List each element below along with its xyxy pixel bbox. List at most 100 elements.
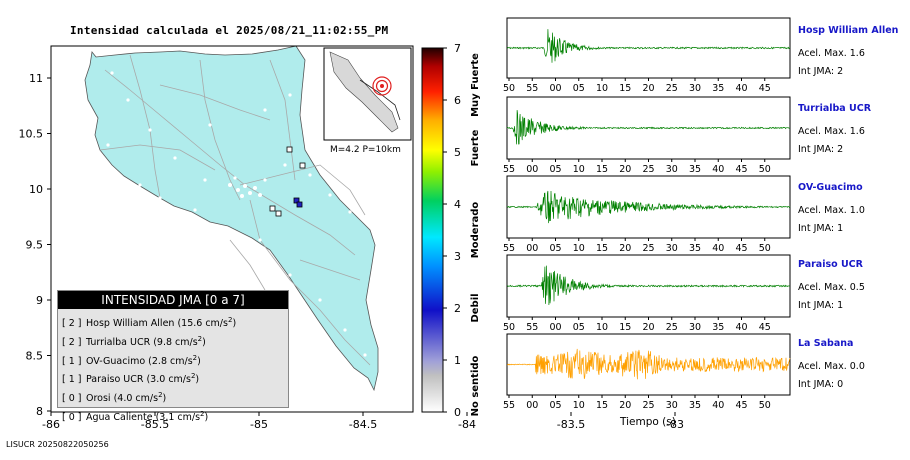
waveform-tick-label: 25: [642, 400, 654, 411]
waveform-panel-1: 55 00 05 10 15 20 25 30 35 40 45 50: [503, 96, 791, 175]
costa-rica-land: [84, 46, 379, 392]
legend-item-sup: 2: [227, 316, 233, 324]
legend-item: [ 0 ] Agua Caliente (3.1 cm/s2): [58, 407, 288, 426]
waveform-tick-label: 40: [712, 243, 724, 254]
map-y-tick-label: 10: [29, 183, 43, 196]
waveform-tick-label: 20: [619, 243, 631, 254]
legend-item-sup: 2: [190, 372, 196, 381]
scale-tick-label: 6: [454, 94, 461, 107]
scale-tick-label: 2: [454, 302, 461, 315]
waveform-tick-label: 00: [526, 400, 538, 411]
legend-item-label: Hosp William Allen (15.6 cm/s: [86, 318, 228, 330]
waveform-tick-label: 15: [619, 83, 631, 94]
waveform-tick-label: 45: [735, 400, 747, 411]
waveform-tick-label: 15: [619, 322, 631, 333]
epicenter-icon: [372, 76, 392, 96]
waveform-tick-label: 25: [666, 322, 678, 333]
waveform-tick-label: 30: [689, 322, 701, 333]
station-acel-0: Acel. Max. 1.6: [798, 48, 865, 59]
legend-item: [ 2 ] Hosp William Allen (15.6 cm/s2): [58, 313, 288, 332]
waveform-tick-label: 55: [503, 400, 515, 411]
waveform-tick-label: 35: [712, 83, 724, 94]
legend-item-intensity: [ 1 ]: [62, 374, 82, 386]
waveform-tick-label: 00: [549, 322, 561, 333]
station-name-3: Paraiso UCR: [798, 259, 863, 270]
intensity-legend: INTENSIDAD JMA [0 a 7] [ 2 ] Hosp William…: [57, 290, 289, 423]
station-name-0: Hosp William Allen: [798, 25, 899, 36]
waveform-tick-label: 35: [712, 322, 724, 333]
scale-tick-label: 1: [454, 354, 461, 367]
waveform-panel-3: 50 55 00 05 10 15 20 25 30 35 40 45: [503, 254, 791, 333]
legend-item: [ 1 ] Paraiso UCR (3.0 cm/s2): [58, 369, 288, 388]
map-y-tick-label: 9: [36, 294, 43, 307]
scale-category-label: Muy Fuerte: [470, 53, 481, 117]
station-name-2: OV-Guacimo: [798, 182, 863, 193]
waveform-tick-label: 50: [759, 243, 771, 254]
waveform-tick-label: 35: [689, 243, 701, 254]
time-axis-label: Tiempo (s): [620, 416, 676, 428]
chart-title: Intensidad calculada el 2025/08/21_11:02…: [70, 24, 389, 37]
map-x-tick-label: -83.5: [557, 418, 585, 431]
station-int-4: Int JMA: 0: [798, 379, 844, 390]
station-acel-1: Acel. Max. 1.6: [798, 126, 865, 137]
map-x-tick-label: -85.5: [141, 418, 169, 431]
legend-item-intensity: [ 0 ]: [62, 393, 82, 405]
waveform-tick-label: 10: [596, 83, 608, 94]
waveform-tick-label: 10: [596, 322, 608, 333]
waveform-panel-4: 55 00 05 10 15 20 25 30 35 40 45 50: [503, 333, 791, 411]
map-x-tick-label: -84: [458, 418, 476, 431]
waveform-tick-label: 40: [712, 400, 724, 411]
scale-category-label: Fuerte: [470, 129, 481, 166]
road-network: [99, 54, 371, 366]
legend-item: [ 1 ] OV-Guacimo (2.8 cm/s2): [58, 351, 288, 370]
waveform-tick-label: 55: [526, 83, 538, 94]
map-x-axis: -86 -85.5 -85 -84.5 -84 -83.5 -83: [42, 412, 684, 431]
waveform-tick-label: 20: [619, 400, 631, 411]
legend-item-intensity: [ 0 ]: [62, 411, 82, 423]
legend-item-label: Agua Caliente (3.1 cm/s: [86, 411, 201, 423]
station-markers: [269, 146, 306, 217]
map-x-tick-label: -83: [666, 418, 684, 431]
legend-item-label: OV-Guacimo (2.8 cm/s: [86, 355, 193, 367]
color-bar: [421, 47, 444, 413]
waveform-trace: [506, 190, 791, 224]
scale-category-label: No sentido: [470, 355, 481, 416]
scale-tick-label: 7: [454, 42, 461, 55]
map-y-tick-label: 8.5: [26, 350, 44, 363]
legend-item-sup: 2: [192, 353, 198, 362]
waveform-tick-label: 20: [619, 164, 631, 175]
waveform-tick-label: 05: [549, 164, 561, 175]
legend-item: [ 0 ] Orosi (4.0 cm/s2): [58, 388, 288, 407]
map-x-tick-label: -85: [250, 418, 268, 431]
legend-item-label: Turrialba UCR (9.8 cm/s: [86, 336, 198, 348]
waveform-tick-label: 35: [689, 400, 701, 411]
waveform-tick-label: 45: [759, 322, 771, 333]
waveform-tick-label: 30: [666, 164, 678, 175]
waveform-tick-label: 25: [666, 83, 678, 94]
waveform-panel-0: 50 55 00 05 10 15 20 25 30 35 40 45: [503, 17, 791, 94]
waveform-tick-label: 15: [596, 164, 608, 175]
waveform-tick-label: 15: [596, 400, 608, 411]
waveform-tick-label: 50: [503, 83, 515, 94]
waveform-tick-label: 45: [735, 164, 747, 175]
map-x-tick-label: -84.5: [349, 418, 377, 431]
map-y-tick-label: 8: [36, 405, 43, 418]
station-name-4: La Sabana: [798, 338, 854, 349]
waveform-tick-label: 50: [759, 164, 771, 175]
waveform-tick-label: 55: [503, 243, 515, 254]
waveform-panel-2: 55 00 05 10 15 20 25 30 35 40 45 50: [503, 175, 791, 254]
waveform-tick-label: 20: [642, 83, 654, 94]
legend-header: INTENSIDAD JMA [0 a 7]: [58, 291, 288, 309]
map-y-tick-label: 9.5: [26, 239, 44, 252]
waveform-tick-label: 40: [712, 164, 724, 175]
station-int-0: Int JMA: 2: [798, 66, 844, 77]
station-acel-3: Acel. Max. 0.5: [798, 282, 865, 293]
waveform-tick-label: 15: [596, 243, 608, 254]
waveform-tick-label: 10: [573, 164, 585, 175]
station-name-1: Turrialba UCR: [798, 103, 872, 114]
station-acel-2: Acel. Max. 1.0: [798, 205, 865, 216]
waveform-tick-label: 25: [642, 243, 654, 254]
